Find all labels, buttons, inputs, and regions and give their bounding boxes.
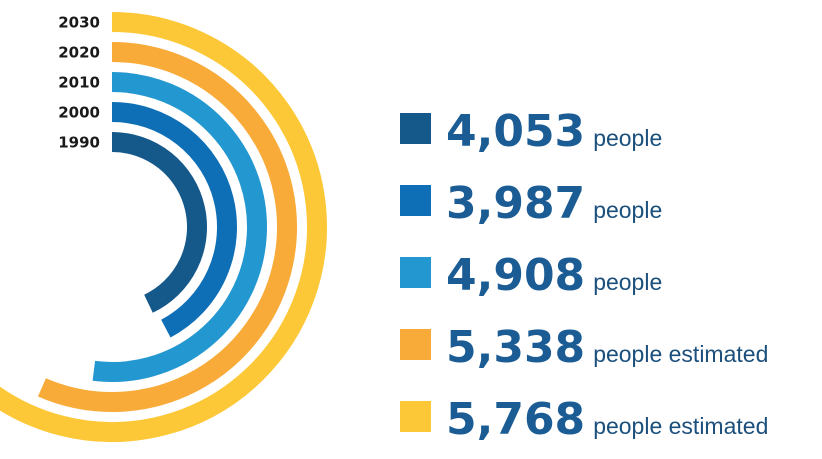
legend-unit-2030: people estimated bbox=[593, 413, 768, 439]
year-label-2020: 2020 bbox=[58, 44, 100, 62]
year-labels: 1990 2000 2010 2020 2030 bbox=[58, 14, 100, 152]
radial-arcs bbox=[0, 12, 327, 442]
arc-2010 bbox=[92, 72, 267, 382]
arc-2000 bbox=[111, 102, 237, 338]
legend-unit-1990: people bbox=[593, 125, 662, 151]
legend-unit-2000: people bbox=[593, 197, 662, 223]
arc-1990 bbox=[111, 132, 207, 313]
legend-value-2020: 5,338 bbox=[446, 322, 585, 373]
legend-value-2000: 3,987 bbox=[446, 178, 585, 229]
year-label-1990: 1990 bbox=[58, 134, 100, 152]
legend-swatch-2030 bbox=[400, 401, 431, 432]
legend: 4,053 people 3,987 people 4,908 people 5,338 pe… bbox=[400, 106, 768, 445]
year-label-2030: 2030 bbox=[58, 14, 100, 32]
arc-2030 bbox=[0, 12, 327, 442]
legend-unit-2010: people bbox=[593, 269, 662, 295]
legend-value-1990: 4,053 bbox=[446, 106, 585, 157]
year-label-2000: 2000 bbox=[58, 104, 100, 122]
year-label-2010: 2010 bbox=[58, 74, 100, 92]
arc-2020 bbox=[37, 42, 297, 412]
legend-value-2010: 4,908 bbox=[446, 250, 585, 301]
legend-swatch-2000 bbox=[400, 185, 431, 216]
legend-value-2030: 5,768 bbox=[446, 394, 585, 445]
legend-swatch-2010 bbox=[400, 257, 431, 288]
legend-unit-2020: people estimated bbox=[593, 341, 768, 367]
legend-swatch-1990 bbox=[400, 113, 431, 144]
legend-swatch-2020 bbox=[400, 329, 431, 360]
